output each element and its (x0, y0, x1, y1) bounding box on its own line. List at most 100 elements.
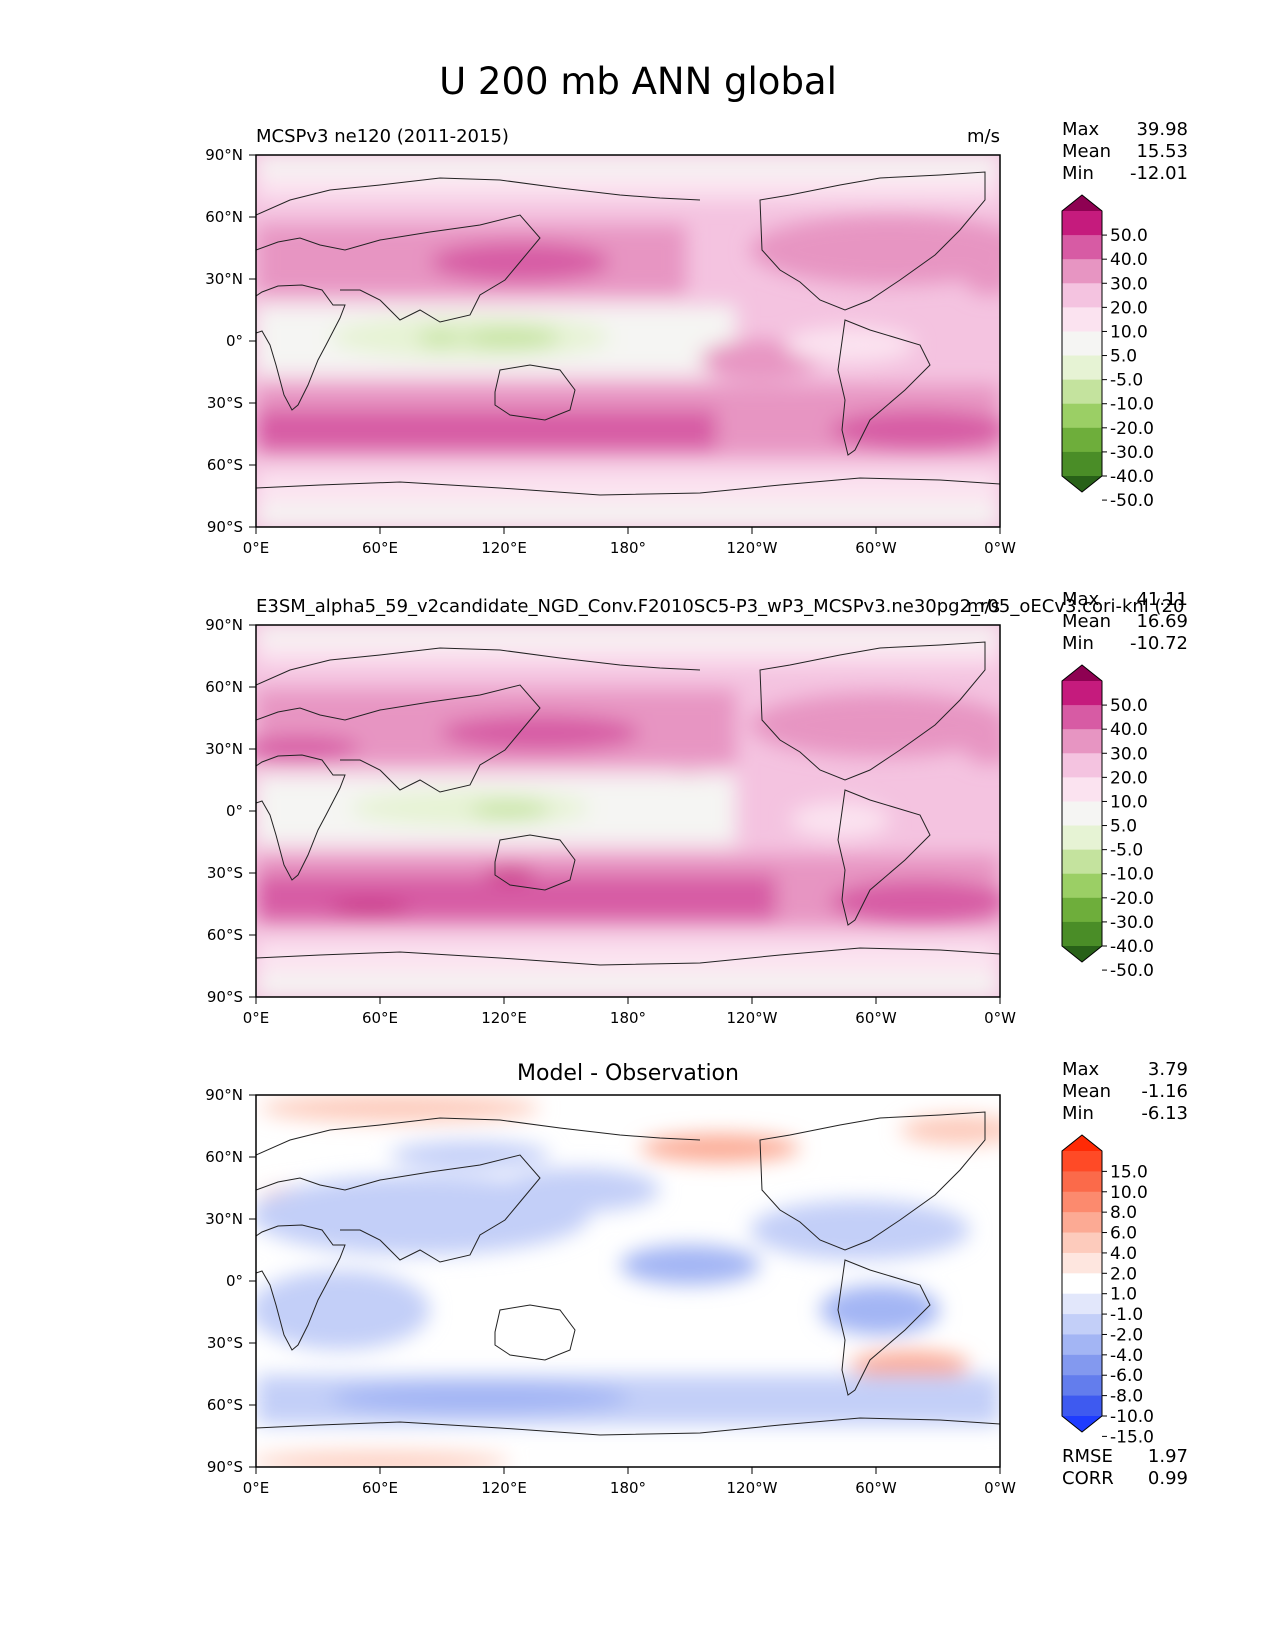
x-tick-label: 60°W (855, 1009, 897, 1027)
coast-africa (256, 754, 346, 881)
y-tick-label: 90°N (205, 1086, 243, 1104)
stat-max-label: Max (1062, 589, 1100, 610)
stat-mean-value: 15.53 (1136, 141, 1188, 162)
field-tropical-easterly-core (460, 328, 560, 348)
y-tick-label: 90°S (207, 988, 243, 1006)
colorbar-segment (1062, 1273, 1102, 1295)
y-axis: 90°N 60°N 30°N 0° 30°S 60°S 90°S (205, 146, 256, 536)
colorbar-tick-label: 50.0 (1110, 696, 1148, 716)
coast-antarctica (256, 947, 1000, 966)
y-tick-label: 90°N (205, 146, 243, 164)
field-jet-atlantic (750, 693, 1000, 757)
coast-north-america (759, 171, 986, 311)
x-tick-label: 120°W (727, 1009, 778, 1027)
x-tick-label: 60°W (855, 539, 897, 557)
colorbar-extend-min (1062, 946, 1102, 962)
field-jet-south-peak (330, 902, 410, 914)
colorbar-segment (1062, 1395, 1102, 1417)
field-negative-south-america (820, 1285, 940, 1335)
field-jet-east-edge (965, 265, 1000, 295)
colorbar-segment (1062, 1151, 1102, 1172)
y-tick-label: 60°N (205, 1148, 243, 1166)
y-tick-label: 90°S (207, 1458, 243, 1476)
stat-max-value: 39.98 (1136, 119, 1188, 140)
panel-title: Model - Observation (517, 1061, 739, 1086)
y-tick-label: 60°S (207, 1396, 243, 1414)
colorbar-tick-label: 8.0 (1110, 1203, 1137, 1223)
coast-north-america (759, 641, 986, 781)
colorbar-tick-label: -10.0 (1110, 395, 1154, 415)
coastlines (256, 1111, 1000, 1436)
coast-eurasia-south (256, 214, 541, 323)
y-tick-label: 30°S (207, 394, 243, 412)
panel-reference: E3SM_alpha5_59_v2candidate_NGD_Conv.F201… (205, 589, 1188, 1027)
colorbar-tick-label: -15.0 (1110, 1427, 1154, 1447)
x-tick-label: 0°E (243, 1479, 270, 1497)
colorbar-tick-label: -10.0 (1110, 1407, 1154, 1427)
colorbar-segment (1062, 897, 1102, 923)
coast-south-america (837, 1259, 931, 1396)
colorbar-tick-label: 5.0 (1110, 817, 1137, 837)
colorbar-segment (1062, 849, 1102, 875)
panel-title: MCSPv3 ne120 (2011-2015) (256, 126, 509, 147)
field-high-north (256, 643, 1000, 665)
field-tropical-easterly-core (470, 802, 550, 818)
stat-min-label: Min (1062, 633, 1094, 654)
colorbar-segment (1062, 307, 1102, 332)
field-jet-atlantic (750, 215, 1000, 285)
metric-rmse-value: 1.97 (1148, 1446, 1188, 1467)
field-high-south (256, 940, 1000, 975)
colorbar-segment (1062, 1191, 1102, 1213)
colorbar-tick-label: -20.0 (1110, 889, 1154, 909)
y-tick-label: 60°S (207, 926, 243, 944)
colorbar-segment (1062, 427, 1102, 453)
stat-min-label: Min (1062, 163, 1094, 184)
colorbar-tick-label: 30.0 (1110, 274, 1148, 294)
field-positive-antarctic (256, 1452, 510, 1467)
field-polar-north (256, 155, 1000, 175)
field-positive-south-atlantic (850, 1351, 970, 1379)
x-tick-label: 180° (610, 539, 646, 557)
coast-australia (494, 834, 576, 891)
colorbar-tick-label: -40.0 (1110, 937, 1154, 957)
x-tick-label: 180° (610, 1479, 646, 1497)
coast-antarctica (256, 477, 1000, 496)
stat-max-label: Max (1062, 1059, 1100, 1080)
stat-mean-label: Mean (1062, 1081, 1111, 1102)
panel-difference: Model - Observation (205, 1059, 1188, 1497)
field-negative-west-pacific (500, 1168, 660, 1212)
colorbar-segment (1062, 1252, 1102, 1274)
colorbar-segment (1062, 1375, 1102, 1397)
colorbar-tick-label: 20.0 (1110, 768, 1148, 788)
colorbar-extend-max (1062, 1135, 1102, 1151)
field-negative-siberia (390, 1141, 550, 1169)
colorbar-tick-label: 40.0 (1110, 720, 1148, 740)
x-tick-label: 0°W (984, 539, 1016, 557)
field-polar-south (256, 975, 1000, 997)
field-jet-south-atlantic (830, 880, 1000, 924)
colorbar-segment (1062, 705, 1102, 730)
field-america-weak (785, 327, 915, 363)
stat-min-value: -12.01 (1130, 163, 1188, 184)
field-jet-north-west (256, 736, 360, 760)
x-tick-label: 60°E (362, 539, 398, 557)
colorbar-tick-label: -6.0 (1110, 1366, 1143, 1386)
coast-south-america (837, 319, 931, 456)
x-tick-label: 180° (610, 1009, 646, 1027)
stat-max-value: 3.79 (1148, 1059, 1188, 1080)
field-jet-south-peak-2 (485, 868, 535, 880)
metric-corr-value: 0.99 (1148, 1468, 1188, 1489)
field-positive-north-atlantic (900, 1115, 1000, 1145)
y-tick-label: 60°N (205, 208, 243, 226)
colorbar-segment (1062, 451, 1102, 477)
x-axis: 0°E 60°E 120°E 180° 120°W 60°W 0°W (243, 1467, 1016, 1497)
colorbar-segment (1062, 825, 1102, 851)
coastlines (256, 171, 1000, 496)
stats-box: Max 41.11 Mean 16.69 Min -10.72 (1062, 589, 1188, 654)
field-tropical-easterly-west (418, 330, 462, 346)
field-negative-america (750, 1200, 970, 1260)
stats-box: Max 3.79 Mean -1.16 Min -6.13 (1062, 1059, 1188, 1124)
field-negative-southern-core (330, 1382, 630, 1414)
y-tick-label: 0° (226, 1272, 243, 1290)
colorbar-segment (1062, 1171, 1102, 1193)
